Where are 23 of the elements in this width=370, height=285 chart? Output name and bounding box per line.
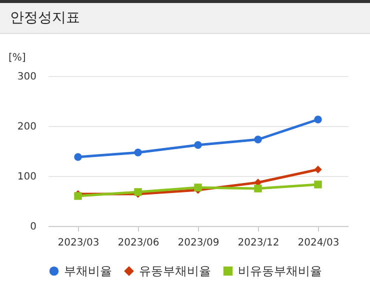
legend-label: 부채비율: [64, 264, 112, 278]
point: [314, 116, 322, 124]
y-tick-label: 300: [17, 72, 36, 82]
point: [254, 136, 262, 144]
point: [254, 184, 262, 192]
y-tick-label: 200: [17, 122, 36, 132]
y-tick-label: 0: [30, 222, 36, 232]
point: [134, 148, 142, 156]
y-tick-label: 100: [17, 172, 36, 182]
y-axis-title: [%]: [8, 52, 26, 64]
legend-label: 유동부채비율: [139, 264, 211, 278]
point: [314, 180, 322, 188]
x-tick-label: 2023/03: [58, 238, 100, 248]
x-tick-label: 2023/06: [118, 238, 160, 248]
legend-label: 비유동부채비율: [238, 264, 322, 278]
x-tick-label: 2023/09: [178, 238, 220, 248]
point: [314, 166, 322, 174]
chart-title: 안정성지표: [0, 0, 370, 34]
x-tick-label: 2023/12: [238, 238, 280, 248]
point: [74, 153, 82, 161]
point: [194, 184, 202, 192]
x-tick-label: 2024/03: [298, 238, 340, 248]
point: [194, 141, 202, 149]
